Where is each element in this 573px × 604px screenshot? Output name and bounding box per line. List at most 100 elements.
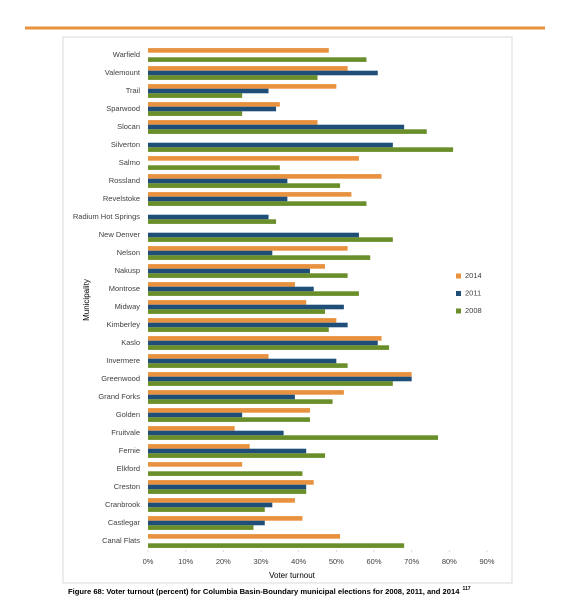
bar	[148, 340, 378, 346]
y-tick-label: New Denver	[99, 230, 141, 239]
bar	[148, 192, 352, 197]
y-tick-label: Creston	[114, 482, 140, 491]
bar	[148, 232, 359, 238]
bar	[148, 246, 348, 251]
bar	[148, 345, 390, 350]
bar	[148, 471, 303, 476]
bar	[148, 70, 378, 76]
chart-frame	[62, 36, 513, 584]
bar	[148, 304, 344, 310]
legend-swatch	[456, 273, 461, 279]
bar	[148, 102, 280, 107]
bar	[148, 142, 393, 148]
y-tick-label: Midway	[115, 302, 141, 311]
y-tick-label: Greenwood	[101, 374, 140, 383]
y-tick-label: Canal Flats	[102, 536, 140, 545]
bar	[148, 426, 235, 431]
bar	[148, 354, 269, 359]
x-tick-label: 50%	[329, 557, 344, 566]
bar	[148, 111, 243, 116]
bar	[148, 147, 454, 152]
y-tick-label: Salmo	[119, 158, 140, 167]
bar	[148, 291, 359, 296]
bar	[148, 66, 348, 71]
x-tick-label: 0%	[143, 557, 154, 566]
bar	[148, 124, 405, 130]
bar	[148, 327, 329, 332]
y-tick-label: Elkford	[117, 464, 140, 473]
x-tick-label: 20%	[216, 557, 231, 566]
bar	[148, 381, 393, 386]
y-tick-label: Silverton	[111, 140, 140, 149]
bar	[148, 84, 337, 89]
bar	[148, 250, 273, 256]
bar	[148, 93, 243, 98]
bar	[148, 480, 314, 485]
bar	[148, 453, 326, 458]
bar	[148, 129, 427, 134]
bar	[148, 75, 318, 80]
bar	[148, 498, 295, 503]
y-tick-label: Revelstoke	[103, 194, 140, 203]
bar	[148, 412, 243, 418]
bar	[148, 255, 371, 260]
x-tick-label: 90%	[479, 557, 494, 566]
bar	[148, 489, 307, 494]
bar	[148, 430, 284, 436]
legend-swatch	[456, 308, 461, 314]
bar	[148, 300, 307, 305]
y-tick-label: Grand Forks	[98, 392, 140, 401]
bar	[148, 358, 337, 364]
y-tick-label: Kaslo	[121, 338, 140, 347]
y-axis-title: Municipality	[82, 279, 91, 321]
legend-label: 2008	[465, 306, 482, 315]
bar	[148, 363, 348, 368]
y-tick-label: Fernie	[119, 446, 140, 455]
bar	[148, 268, 310, 274]
bar	[148, 520, 265, 526]
y-tick-label: Castlegar	[108, 518, 141, 527]
y-tick-label: Invermere	[106, 356, 140, 365]
bar	[148, 435, 439, 440]
bar	[148, 88, 269, 94]
bar	[148, 196, 288, 202]
bar	[148, 237, 393, 242]
bar	[148, 516, 303, 521]
bar	[148, 502, 273, 508]
bar	[148, 318, 337, 323]
y-tick-label: Kimberley	[107, 320, 141, 329]
bar	[148, 178, 288, 184]
y-tick-label: Valemount	[105, 68, 141, 77]
x-tick-label: 40%	[291, 557, 306, 566]
bar	[148, 106, 277, 112]
y-tick-label: Montrose	[109, 284, 140, 293]
bar	[148, 156, 359, 161]
bar	[148, 48, 329, 53]
x-tick-label: 70%	[404, 557, 419, 566]
x-tick-label: 30%	[253, 557, 268, 566]
bar	[148, 286, 314, 292]
caption-superscript: 117	[462, 586, 470, 592]
bar	[148, 408, 310, 413]
bar	[148, 444, 250, 449]
legend-label: 2014	[465, 271, 482, 280]
bar	[148, 309, 326, 314]
bar	[148, 322, 348, 328]
bar	[148, 214, 269, 220]
x-tick-label: 60%	[366, 557, 381, 566]
x-tick-label: 80%	[442, 557, 457, 566]
y-tick-label: Rossland	[109, 176, 140, 185]
y-tick-label: Cranbrook	[105, 500, 140, 509]
bar	[148, 417, 310, 422]
bar	[148, 264, 326, 269]
bar	[148, 120, 318, 125]
bar	[148, 174, 382, 179]
bar	[148, 394, 295, 400]
y-tick-label: Slocan	[117, 122, 140, 131]
y-tick-label: Nakusp	[115, 266, 140, 275]
x-tick-label: 10%	[178, 557, 193, 566]
bar	[148, 219, 277, 224]
bar	[148, 57, 367, 62]
bar	[148, 525, 254, 530]
